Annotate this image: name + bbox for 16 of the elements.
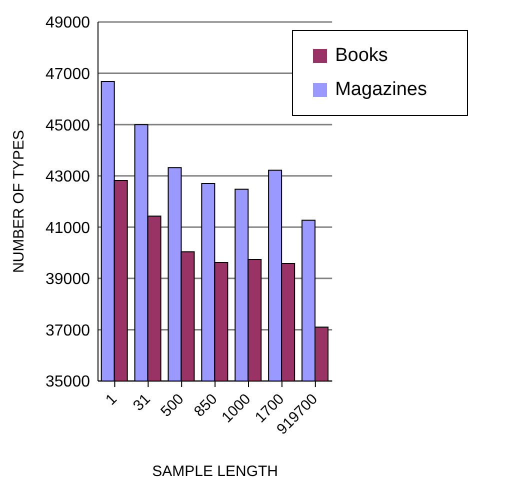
y-tick-label: 41000 [46,220,90,237]
legend-label: Magazines [335,79,427,100]
x-axis-title: SAMPLE LENGTH [152,463,278,480]
y-tick-label: 37000 [46,322,90,340]
y-tick-label: 35000 [46,374,90,391]
y-tick-label: 39000 [46,271,90,288]
y-axis-title: NUMBER OF TYPES [10,130,28,274]
x-tick-label: 500 [158,390,188,420]
y-tick-label: 49000 [46,14,90,32]
y-tick-label: 43000 [46,168,90,186]
y-tick-label: 47000 [46,66,90,83]
x-tick-label: 31 [130,390,154,414]
x-tick-label: 1 [102,390,120,409]
x-tick-label: 850 [190,390,221,420]
y-tick-label: 45000 [46,117,90,134]
legend-label: Books [335,45,388,66]
